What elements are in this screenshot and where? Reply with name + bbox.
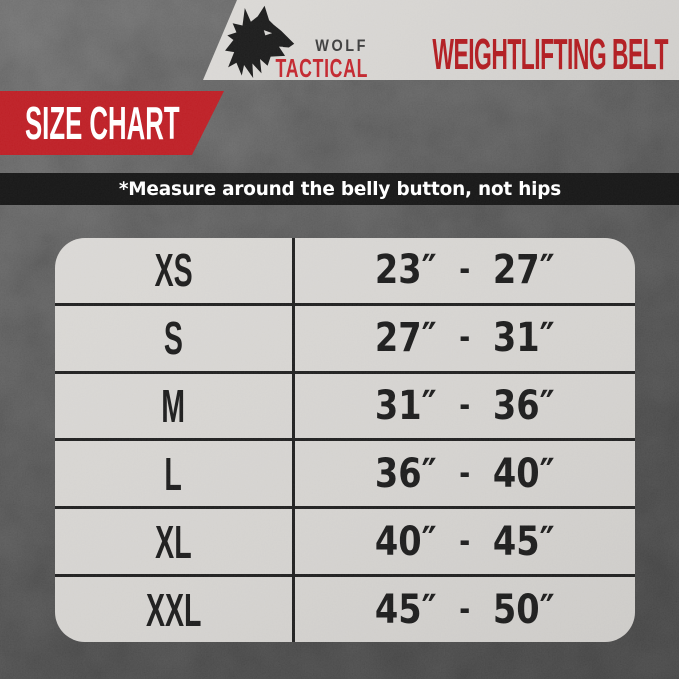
size-chart-banner: SIZE CHART	[0, 91, 224, 155]
size-chart-title: SIZE CHART	[25, 97, 180, 149]
table-row-xxl: XXL 45″ - 50″	[55, 577, 635, 642]
range-cell: 23″ - 27″	[295, 238, 635, 303]
measurement-note-bar: *Measure around the belly button, not hi…	[0, 173, 679, 205]
range-dash: -	[459, 318, 471, 357]
range-min: 36″	[374, 450, 437, 497]
size-cell: XXL	[55, 577, 295, 642]
range-dash: -	[459, 453, 471, 492]
range-max: 31″	[493, 315, 556, 362]
size-table: XS 23″ - 27″ S 27″ - 31″ M 31″	[55, 238, 635, 642]
range-dash: -	[459, 521, 471, 560]
range-min: 40″	[374, 518, 437, 565]
size-label: XL	[155, 515, 192, 568]
range-cell: 45″ - 50″	[295, 577, 635, 642]
product-title: WEIGHTLIFTING BELT	[432, 30, 668, 79]
range-cell: 27″ - 31″	[295, 306, 635, 371]
range-dash: -	[459, 386, 471, 425]
brand-tactical-label: TACTICAL	[275, 53, 368, 83]
brand-lockup: WOLF TACTICAL	[232, 37, 368, 82]
range-max: 50″	[493, 586, 556, 633]
size-cell: S	[55, 305, 295, 371]
size-cell: XL	[55, 509, 295, 575]
range-dash: -	[459, 250, 471, 289]
table-row-xs: XS 23″ - 27″	[55, 238, 635, 306]
range-min: 45″	[374, 586, 437, 633]
range-max: 40″	[493, 450, 556, 497]
size-cell: XS	[55, 238, 295, 303]
table-row-xl: XL 40″ - 45″	[55, 509, 635, 578]
size-cell: L	[55, 441, 295, 507]
table-row-s: S 27″ - 31″	[55, 305, 635, 374]
range-min: 27″	[374, 315, 437, 362]
brand-wolf-label: WOLF	[315, 36, 368, 55]
size-label: XS	[154, 244, 193, 297]
table-row-l: L 36″ - 40″	[55, 441, 635, 510]
size-cell: M	[55, 373, 295, 439]
size-label: S	[163, 312, 183, 365]
range-max: 36″	[493, 383, 556, 430]
range-dash: -	[459, 589, 471, 628]
size-label: L	[164, 447, 183, 500]
range-min: 23″	[374, 247, 437, 294]
range-min: 31″	[374, 383, 437, 430]
size-label: M	[161, 380, 186, 433]
table-row-m: M 31″ - 36″	[55, 373, 635, 442]
range-cell: 40″ - 45″	[295, 509, 635, 574]
range-max: 27″	[493, 247, 556, 294]
range-max: 45″	[493, 518, 556, 565]
range-cell: 36″ - 40″	[295, 441, 635, 506]
measurement-note-text: *Measure around the belly button, not hi…	[118, 178, 561, 200]
range-cell: 31″ - 36″	[295, 374, 635, 439]
size-label: XXL	[145, 583, 202, 636]
